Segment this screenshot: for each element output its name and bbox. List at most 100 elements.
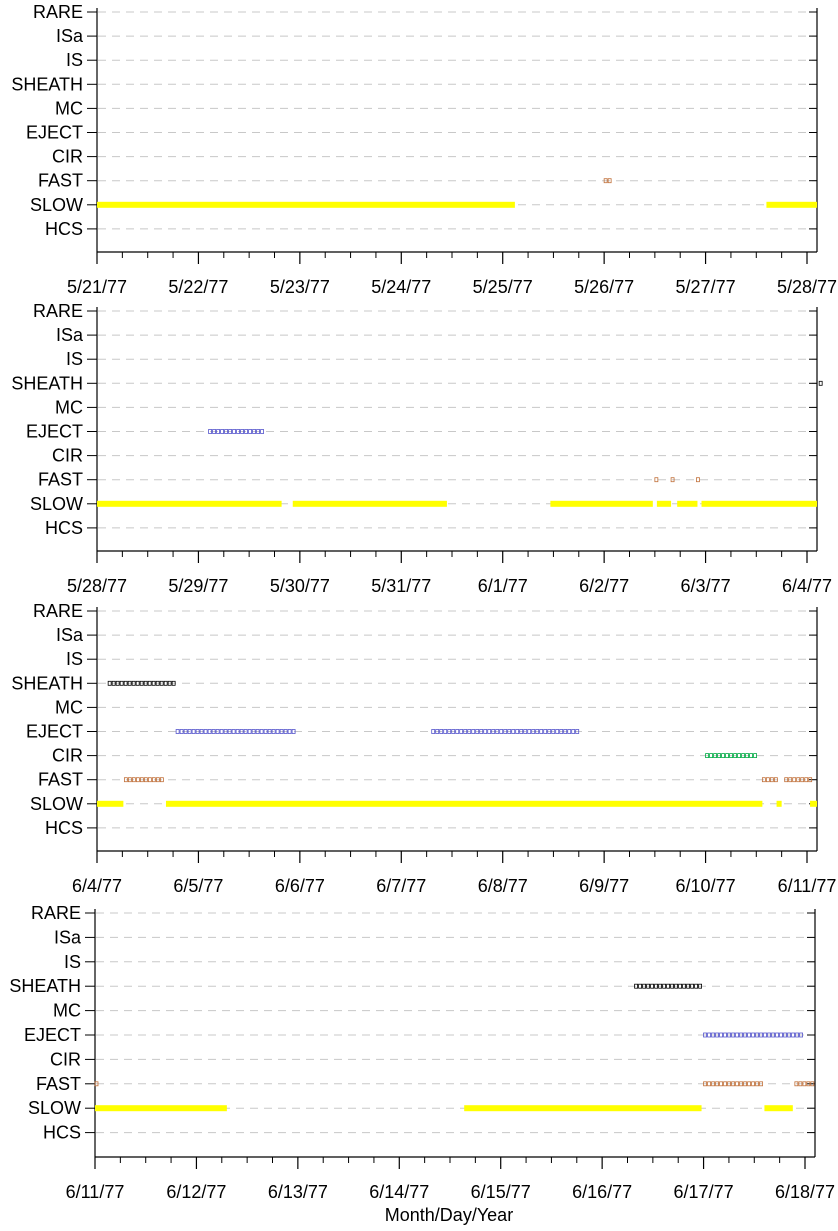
category-label: RARE xyxy=(33,2,83,22)
x-tick-label: 6/15/77 xyxy=(471,1182,531,1202)
category-label: RARE xyxy=(31,903,81,923)
slow-interval-bar xyxy=(95,1105,227,1112)
fast-marker xyxy=(159,777,164,783)
fast-marker xyxy=(765,777,770,783)
fast-interval xyxy=(784,777,813,783)
eject-marker xyxy=(775,1032,779,1038)
eject-marker xyxy=(563,729,568,734)
sheath-marker xyxy=(151,680,156,686)
x-tick-label: 5/31/77 xyxy=(371,576,431,596)
slow-interval-bar xyxy=(701,500,817,507)
eject-marker xyxy=(263,729,268,734)
slow-interval-bar xyxy=(165,800,763,807)
eject-marker xyxy=(291,729,296,734)
eject-marker xyxy=(471,729,476,734)
eject-marker xyxy=(515,729,520,734)
category-label: SHEATH xyxy=(9,976,81,996)
cir-marker xyxy=(749,753,753,758)
category-label: SLOW xyxy=(30,494,83,514)
eject-marker xyxy=(499,729,504,734)
sheath-marker xyxy=(670,983,674,989)
sheath-marker xyxy=(638,983,642,989)
eject-marker xyxy=(455,729,460,734)
fast-marker xyxy=(796,777,801,783)
slow-interval-bar xyxy=(292,500,447,507)
eject-marker xyxy=(244,429,248,434)
eject-marker xyxy=(787,1032,791,1038)
category-label: MC xyxy=(53,1001,81,1021)
fast-marker xyxy=(603,178,608,184)
slow-interval-bar xyxy=(766,201,817,208)
x-tick-label: 6/16/77 xyxy=(572,1182,632,1202)
sheath-marker xyxy=(155,680,160,686)
category-label: EJECT xyxy=(26,722,83,742)
eject-marker xyxy=(260,429,264,434)
eject-marker xyxy=(739,1032,743,1038)
eject-marker xyxy=(439,729,444,734)
eject-marker xyxy=(235,729,240,734)
category-label: IS xyxy=(66,649,83,669)
eject-marker xyxy=(751,1032,755,1038)
sheath-marker xyxy=(119,680,124,686)
fast-marker xyxy=(711,1081,715,1087)
eject-marker xyxy=(559,729,564,734)
x-tick-label: 5/29/77 xyxy=(168,576,228,596)
eject-marker xyxy=(267,729,272,734)
fast-marker xyxy=(143,777,148,783)
category-label: EJECT xyxy=(24,1025,81,1045)
eject-marker xyxy=(203,729,208,734)
cir-marker xyxy=(733,753,737,758)
x-tick-label: 6/4/77 xyxy=(782,576,832,596)
eject-marker xyxy=(735,1032,739,1038)
slow-interval-bar xyxy=(656,500,672,507)
sheath-marker xyxy=(111,680,116,686)
slow-interval-bar xyxy=(776,800,782,807)
x-tick-label: 5/24/77 xyxy=(371,277,431,297)
eject-interval xyxy=(175,729,296,734)
eject-marker xyxy=(507,729,512,734)
fast-interval xyxy=(94,1081,99,1087)
eject-marker xyxy=(183,729,188,734)
eject-marker xyxy=(703,1032,707,1038)
fast-marker xyxy=(755,1081,759,1087)
category-label: CIR xyxy=(52,147,83,167)
slow-interval-bar xyxy=(464,1105,702,1112)
category-label: HCS xyxy=(45,518,83,538)
category-label: SHEATH xyxy=(11,74,83,94)
eject-marker xyxy=(220,429,224,434)
eject-marker xyxy=(467,729,472,734)
sheath-marker xyxy=(143,680,148,686)
eject-marker xyxy=(248,429,252,434)
eject-marker xyxy=(463,729,468,734)
category-label: CIR xyxy=(50,1049,81,1069)
category-label: RARE xyxy=(33,601,83,621)
eject-marker xyxy=(228,429,232,434)
eject-marker xyxy=(759,1032,763,1038)
eject-marker xyxy=(287,729,292,734)
sheath-marker xyxy=(135,680,140,686)
cir-marker xyxy=(709,753,713,758)
slow-interval-bar xyxy=(97,800,124,807)
sheath-interval xyxy=(107,680,176,686)
x-tick-label: 6/5/77 xyxy=(173,876,223,896)
eject-marker xyxy=(543,729,548,734)
fast-marker xyxy=(751,1081,755,1087)
category-label: MC xyxy=(55,98,83,118)
slow-interval-bar xyxy=(810,800,817,807)
x-tick-label: 6/4/77 xyxy=(72,876,122,896)
fast-marker xyxy=(747,1081,751,1087)
category-label: SHEATH xyxy=(11,673,83,693)
sheath-marker xyxy=(159,680,164,686)
sheath-marker xyxy=(634,983,638,989)
sheath-marker xyxy=(147,680,152,686)
eject-marker xyxy=(523,729,528,734)
eject-marker xyxy=(763,1032,767,1038)
fast-marker xyxy=(723,1081,727,1087)
fast-marker xyxy=(743,1081,747,1087)
sheath-marker xyxy=(658,983,662,989)
eject-marker xyxy=(459,729,464,734)
eject-marker xyxy=(243,729,248,734)
x-tick-label: 5/30/77 xyxy=(270,576,330,596)
eject-marker xyxy=(743,1032,747,1038)
